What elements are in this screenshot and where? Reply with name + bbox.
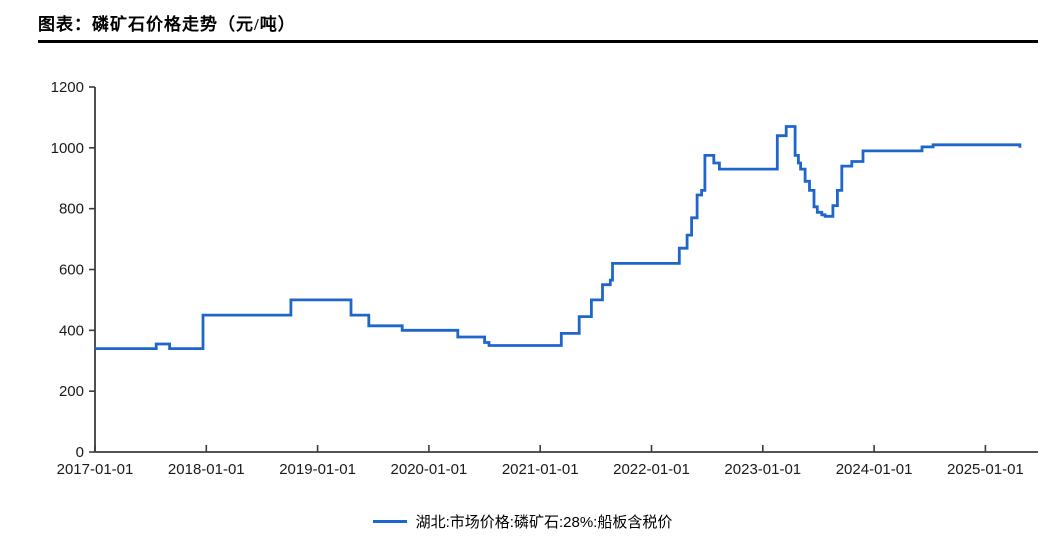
x-tick-label: 2020-01-01 xyxy=(391,461,468,478)
y-tick-label: 200 xyxy=(59,383,84,400)
x-tick-label: 2017-01-01 xyxy=(57,461,134,478)
chart-title: 图表：磷矿石价格走势（元/吨） xyxy=(38,15,296,34)
chart-tick-labels: 0 200 400 600 800 1000 1200 2017-01-01 2018-01-0… xyxy=(51,79,1024,478)
x-tick-label: 2019-01-01 xyxy=(279,461,356,478)
x-tick-label: 2023-01-01 xyxy=(724,461,801,478)
price-series-line xyxy=(95,125,1022,350)
y-tick-label: 0 xyxy=(76,444,84,461)
legend: 湖北:市场价格:磷矿石:28%:船板含税价 xyxy=(0,511,1045,532)
legend-line-marker xyxy=(372,520,407,523)
legend-label: 湖北:市场价格:磷矿石:28%:船板含税价 xyxy=(415,514,673,531)
y-tick-label: 400 xyxy=(59,322,84,339)
y-tick-label: 1200 xyxy=(51,79,84,96)
y-tick-label: 1000 xyxy=(51,140,84,157)
title-underline xyxy=(38,40,1038,43)
x-tick-label: 2018-01-01 xyxy=(168,461,245,478)
chart-axes xyxy=(94,87,1038,453)
y-tick-label: 800 xyxy=(59,201,84,218)
x-tick-label: 2021-01-01 xyxy=(502,461,579,478)
chart-ticks xyxy=(89,86,987,453)
x-tick-label: 2024-01-01 xyxy=(836,461,913,478)
x-tick-label: 2022-01-01 xyxy=(613,461,690,478)
y-tick-label: 600 xyxy=(59,262,84,279)
x-tick-label: 2025-01-01 xyxy=(947,461,1024,478)
